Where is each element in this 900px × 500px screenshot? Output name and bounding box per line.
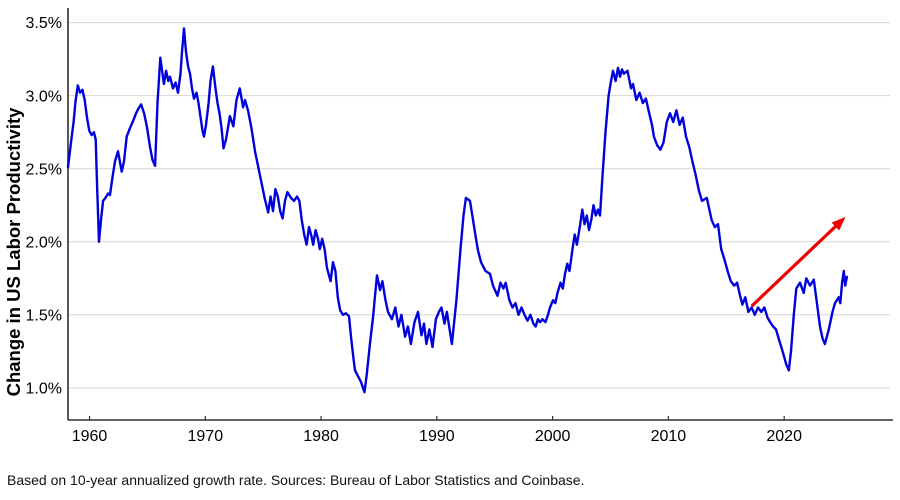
x-tick-label: 1990 bbox=[419, 428, 455, 445]
source-caption: Based on 10-year annualized growth rate.… bbox=[7, 472, 585, 488]
y-tick-label: 2.5% bbox=[26, 161, 62, 178]
trend-arrow-shaft bbox=[750, 224, 838, 308]
trend-arrow bbox=[750, 216, 846, 308]
y-tick-label: 2.0% bbox=[26, 234, 62, 251]
y-tick-labels: 1.0% 1.5% 2.0% 2.5% 3.0% 3.5% bbox=[26, 15, 62, 397]
x-tick-labels: 1960 1970 1980 1990 2000 2010 2020 bbox=[72, 428, 802, 445]
x-tick-label: 1980 bbox=[303, 428, 339, 445]
x-tick-label: 2010 bbox=[651, 428, 687, 445]
y-tick-label: 1.5% bbox=[26, 307, 62, 324]
x-tick-label: 2000 bbox=[535, 428, 571, 445]
y-tick-label: 1.0% bbox=[26, 380, 62, 397]
axes bbox=[67, 8, 893, 421]
x-tick-marks bbox=[88, 416, 785, 420]
x-tick-label: 1960 bbox=[72, 428, 108, 445]
y-tick-label: 3.5% bbox=[26, 15, 62, 32]
y-axis-title: Change in US Labor Productivity bbox=[3, 107, 24, 397]
y-tick-label: 3.0% bbox=[26, 88, 62, 105]
productivity-chart: 1.0% 1.5% 2.0% 2.5% 3.0% 3.5% 1960 1970 1980 199… bbox=[3, 8, 893, 445]
x-tick-label: 1970 bbox=[188, 428, 224, 445]
x-tick-label: 2020 bbox=[766, 428, 802, 445]
gridlines bbox=[68, 22, 890, 389]
productivity-line-series bbox=[66, 27, 849, 394]
trend-arrow-head bbox=[831, 216, 846, 231]
